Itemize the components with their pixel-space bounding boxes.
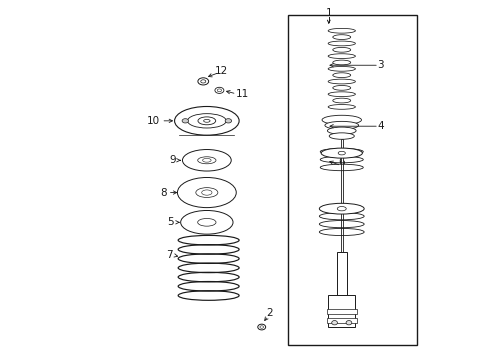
Ellipse shape bbox=[180, 211, 233, 234]
Ellipse shape bbox=[346, 320, 351, 325]
Bar bbox=[336, 252, 346, 295]
Bar bbox=[326, 309, 356, 315]
Ellipse shape bbox=[327, 79, 355, 84]
Ellipse shape bbox=[327, 41, 355, 46]
Text: 10: 10 bbox=[146, 116, 159, 126]
Ellipse shape bbox=[332, 48, 350, 52]
Ellipse shape bbox=[327, 54, 355, 59]
Ellipse shape bbox=[224, 119, 231, 123]
Ellipse shape bbox=[332, 73, 350, 77]
Ellipse shape bbox=[327, 92, 355, 96]
Ellipse shape bbox=[177, 177, 236, 208]
Ellipse shape bbox=[322, 115, 361, 125]
Ellipse shape bbox=[327, 67, 355, 71]
Ellipse shape bbox=[319, 203, 364, 214]
Ellipse shape bbox=[257, 324, 265, 330]
Ellipse shape bbox=[327, 104, 355, 109]
Ellipse shape bbox=[324, 121, 358, 129]
Ellipse shape bbox=[327, 127, 355, 134]
Bar bbox=[287, 15, 416, 345]
Ellipse shape bbox=[331, 320, 337, 325]
Text: 3: 3 bbox=[377, 60, 383, 70]
Text: 2: 2 bbox=[266, 309, 272, 318]
Text: 7: 7 bbox=[165, 250, 172, 260]
Ellipse shape bbox=[328, 133, 354, 139]
Bar bbox=[327, 295, 354, 327]
Text: 11: 11 bbox=[236, 89, 249, 99]
Bar bbox=[340, 139, 342, 289]
Ellipse shape bbox=[327, 28, 355, 33]
Ellipse shape bbox=[332, 35, 350, 40]
Text: 4: 4 bbox=[377, 121, 383, 131]
Ellipse shape bbox=[182, 149, 231, 171]
Text: 9: 9 bbox=[169, 155, 176, 165]
Ellipse shape bbox=[332, 60, 350, 65]
Text: 8: 8 bbox=[160, 188, 166, 198]
Text: 1: 1 bbox=[325, 8, 331, 18]
Text: 5: 5 bbox=[167, 217, 174, 227]
Text: 12: 12 bbox=[214, 66, 227, 76]
Ellipse shape bbox=[332, 85, 350, 90]
Ellipse shape bbox=[198, 78, 208, 85]
Ellipse shape bbox=[182, 119, 188, 123]
Ellipse shape bbox=[332, 98, 350, 103]
Ellipse shape bbox=[214, 87, 224, 93]
Ellipse shape bbox=[174, 107, 239, 135]
Text: 6: 6 bbox=[337, 157, 344, 167]
Bar bbox=[326, 318, 356, 323]
Ellipse shape bbox=[321, 148, 362, 158]
